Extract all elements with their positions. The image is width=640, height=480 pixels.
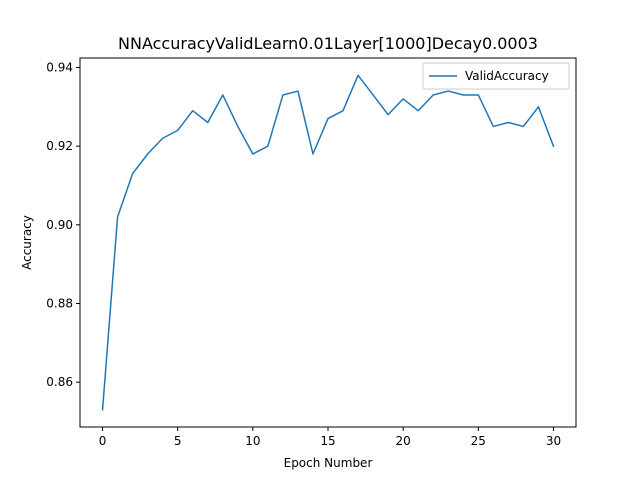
x-tick-label: 5 xyxy=(174,434,182,448)
chart-title: NNAccuracyValidLearn0.01Layer[1000]Decay… xyxy=(118,34,538,53)
x-tick-label: 0 xyxy=(99,434,107,448)
x-tick-label: 15 xyxy=(320,434,335,448)
x-axis-label: Epoch Number xyxy=(284,456,373,470)
x-tick-label: 10 xyxy=(245,434,260,448)
y-tick-label: 0.90 xyxy=(46,218,73,232)
x-axis: 0 5 10 15 20 25 30 xyxy=(99,427,561,448)
y-tick-label: 0.92 xyxy=(46,139,73,153)
y-tick-label: 0.86 xyxy=(46,375,73,389)
series-line-0 xyxy=(101,74,555,411)
y-axis-label: Accuracy xyxy=(20,215,34,270)
x-tick-label: 20 xyxy=(396,434,411,448)
x-tick-label: 30 xyxy=(546,434,561,448)
y-axis: 0.86 0.88 0.90 0.92 0.94 xyxy=(46,60,80,389)
y-tick-label: 0.94 xyxy=(46,60,73,74)
legend-label: ValidAccuracy xyxy=(465,69,549,83)
y-tick-label: 0.88 xyxy=(46,296,73,310)
legend-box xyxy=(422,62,570,90)
plot-area xyxy=(101,74,555,411)
x-tick-label: 25 xyxy=(471,434,486,448)
legend: ValidAccuracy xyxy=(422,62,570,90)
